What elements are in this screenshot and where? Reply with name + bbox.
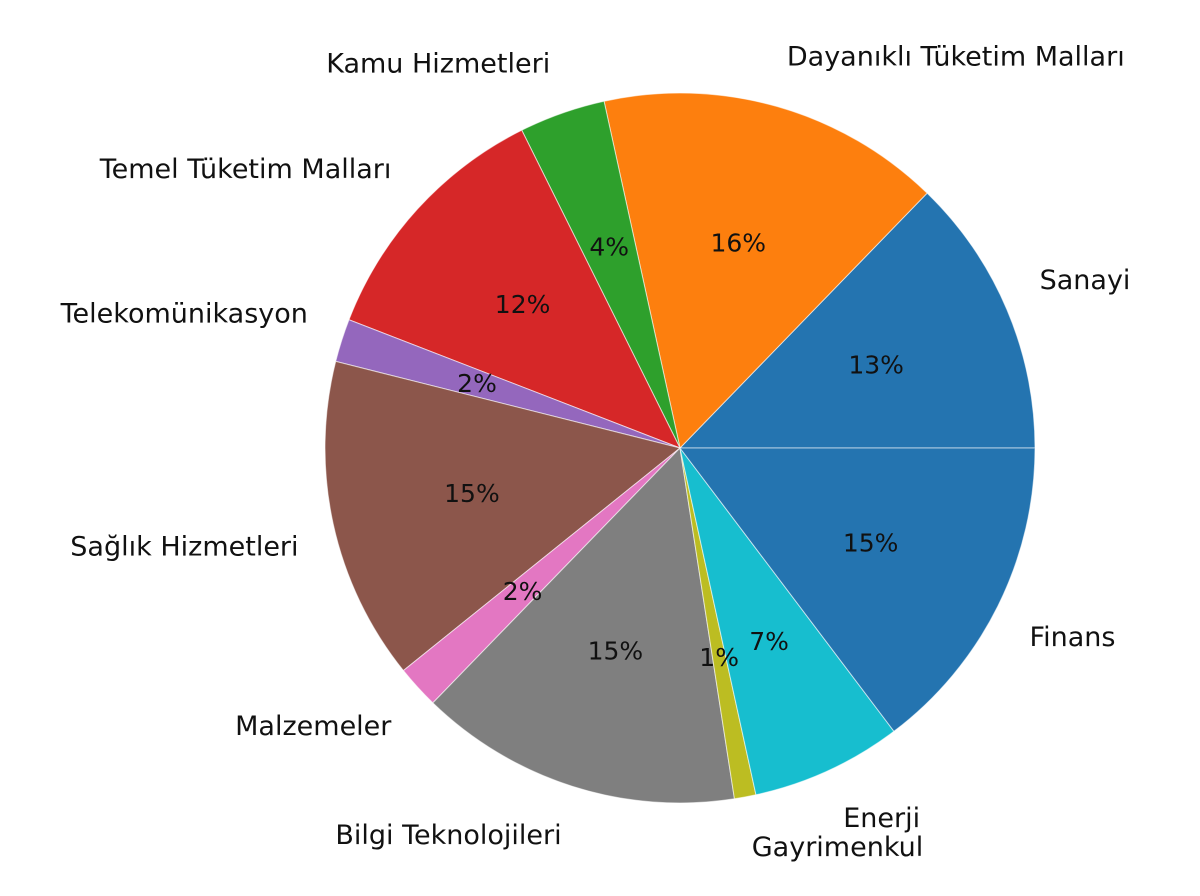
pie-slice-enerji — [679, 447, 895, 796]
pct-label-enerji: 7% — [749, 627, 789, 656]
category-label-kamu-hizmetleri: Kamu Hizmetleri — [326, 49, 550, 80]
pct-label-finans: 15% — [843, 528, 899, 557]
pct-label-bilgi-teknolojileri: 15% — [588, 636, 644, 665]
category-label-sanayi: Sanayi — [1040, 265, 1131, 296]
category-label-saglik-hizmetleri: Sağlık Hizmetleri — [70, 532, 298, 563]
pct-label-kamu-hizmetleri: 4% — [589, 233, 629, 262]
pie-slice-saglik-hizmetleri — [324, 360, 682, 672]
category-label-bilgi-teknolojileri: Bilgi Teknolojileri — [335, 820, 561, 851]
pct-label-saglik-hizmetleri: 15% — [444, 479, 500, 508]
pct-label-telekomunikasyon: 2% — [457, 369, 497, 398]
pct-label-gayrimenkul: 1% — [699, 643, 739, 672]
pct-label-sanayi: 13% — [848, 350, 904, 379]
pie-slice-temel-tuketim-mallari — [348, 129, 682, 449]
pct-label-temel-tuketim-mallari: 12% — [495, 290, 551, 319]
category-label-dayanikli-tuketim-mallari: Dayanıklı Tüketim Malları — [787, 41, 1125, 72]
pie-slice-bilgi-teknolojileri — [432, 446, 736, 804]
pct-label-dayanikli-tuketim-mallari: 16% — [711, 229, 767, 258]
pie-slice-sanayi — [678, 192, 1036, 449]
category-label-finans: Finans — [1030, 622, 1116, 653]
pie-slices — [324, 92, 1036, 804]
category-label-enerji: Enerji — [843, 803, 920, 834]
category-label-gayrimenkul: Gayrimenkul — [752, 832, 924, 863]
pie-slice-dayanikli-tuketim-mallari — [603, 92, 928, 450]
category-labels: Sanayi Dayanıklı Tüketim Malları Kamu Hizm… — [60, 41, 1131, 862]
pie-slice-finans — [678, 447, 1036, 732]
category-label-temel-tuketim-mallari: Temel Tüketim Malları — [99, 154, 392, 185]
category-label-telekomunikasyon: Telekomünikasyon — [60, 299, 308, 330]
category-label-malzemeler: Malzemeler — [235, 711, 392, 742]
pct-label-malzemeler: 2% — [503, 577, 543, 606]
percentage-labels: 13% 16% 4% 12% 2% 15% 2% 15% 1% 7% 15% — [444, 229, 904, 672]
